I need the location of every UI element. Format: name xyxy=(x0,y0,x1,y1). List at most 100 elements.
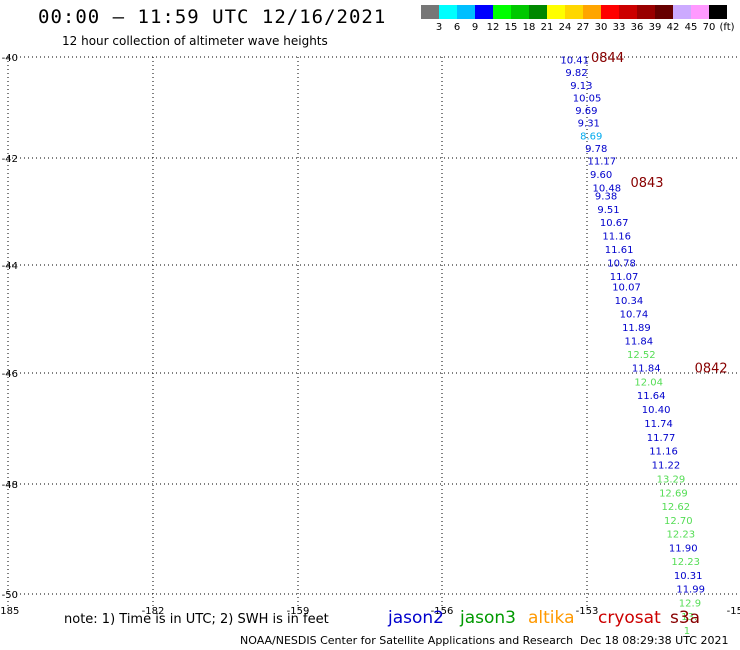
wave-height-label: 12.04 xyxy=(634,377,663,388)
wave-height-label: 11.99 xyxy=(676,585,705,596)
scale-swatch xyxy=(511,5,529,19)
wave-height-label: 11.64 xyxy=(637,391,666,402)
wave-height-label: 10.40 xyxy=(642,405,671,416)
scale-label: 70 xyxy=(702,22,716,33)
wave-height-label: 11.74 xyxy=(644,419,673,430)
wave-height-label: 1 xyxy=(684,626,690,637)
wave-height-label: 10.31 xyxy=(674,571,703,582)
scale-label: 21 xyxy=(540,22,554,33)
scale-swatch xyxy=(601,5,619,19)
wave-height-label: 11.22 xyxy=(652,461,681,472)
wave-height-label: 11.07 xyxy=(610,272,639,283)
wave-height-label: 10.05 xyxy=(573,93,602,104)
wave-height-label: 10.34 xyxy=(615,296,644,307)
scale-label: 33 xyxy=(612,22,626,33)
wave-height-label: 9.60 xyxy=(590,170,612,181)
scale-label: 18 xyxy=(522,22,536,33)
x-tick-label: -153 xyxy=(576,606,599,617)
wave-height-label: 10.41 xyxy=(560,56,589,67)
scale-swatch xyxy=(583,5,601,19)
scale-swatch xyxy=(457,5,475,19)
page-title: 00:00 – 11:59 UTC 12/16/2021 xyxy=(38,6,387,28)
wave-height-label: 11.61 xyxy=(605,245,634,256)
x-tick-label: -156 xyxy=(431,606,454,617)
wave-height-label: 11.16 xyxy=(649,447,678,458)
y-tick-label: -42 xyxy=(2,154,18,165)
x-tick-label: -150 xyxy=(727,606,740,617)
wave-height-label: 12.23 xyxy=(666,530,695,541)
time-label: 0844 xyxy=(591,51,624,66)
wave-height-label: 11.17 xyxy=(588,157,617,168)
wave-height-label: 9.51 xyxy=(597,205,619,216)
wave-height-label: 11.90 xyxy=(669,543,698,554)
scale-swatch xyxy=(565,5,583,19)
legend-cryosat: cryosat xyxy=(598,608,661,628)
wave-height-label: 11.84 xyxy=(625,337,654,348)
wave-height-label: 11.16 xyxy=(602,232,631,243)
wave-height-label: 12.70 xyxy=(664,516,693,527)
wave-height-label: 11.77 xyxy=(647,433,676,444)
legend-altika: altika xyxy=(528,608,575,628)
x-tick-label: -185 xyxy=(0,606,19,617)
scale-label: 45 xyxy=(684,22,698,33)
scale-swatch xyxy=(493,5,511,19)
wave-height-label: 9.82 xyxy=(565,68,587,79)
x-tick-label: -182 xyxy=(142,606,165,617)
scale-swatch xyxy=(709,5,727,19)
wave-height-label: 9.31 xyxy=(578,119,600,130)
legend-jason2: jason2 xyxy=(388,608,444,628)
scale-swatch xyxy=(655,5,673,19)
scale-label: 9 xyxy=(471,22,479,33)
note-text: note: 1) Time is in UTC; 2) SWH is in fe… xyxy=(64,612,329,627)
scale-swatch xyxy=(421,5,439,19)
scale-label: 39 xyxy=(648,22,662,33)
wave-height-label: 8.69 xyxy=(580,131,602,142)
y-tick-label: -46 xyxy=(2,369,18,380)
time-label: 0842 xyxy=(695,362,728,377)
x-tick-label: -159 xyxy=(287,606,310,617)
wave-height-label: 12.69 xyxy=(659,488,688,499)
wave-height-label: 13.29 xyxy=(657,474,686,485)
wave-height-label: 9.69 xyxy=(575,106,597,117)
scale-swatch xyxy=(529,5,547,19)
wave-height-label: 10.67 xyxy=(600,218,629,229)
wave-height-label: 10.74 xyxy=(620,310,649,321)
scale-swatch xyxy=(475,5,493,19)
scale-swatch xyxy=(673,5,691,19)
wave-height-label: 10.07 xyxy=(612,283,641,294)
legend-jason3: jason3 xyxy=(460,608,516,628)
scale-label: 12 xyxy=(486,22,500,33)
scale-label: 3 xyxy=(435,22,443,33)
timestamp-text: Dec 18 08:29:38 UTC 2021 xyxy=(580,634,729,647)
scale-swatch xyxy=(439,5,457,19)
wave-height-label: 9.78 xyxy=(585,144,607,155)
wave-height-label: 12.23 xyxy=(671,557,700,568)
scale-label: 27 xyxy=(576,22,590,33)
y-tick-label: -44 xyxy=(2,261,18,272)
y-tick-label: -48 xyxy=(2,480,18,491)
wave-height-label: 12.62 xyxy=(662,502,691,513)
scale-swatch xyxy=(547,5,565,19)
wave-height-label: 12.9 xyxy=(679,598,701,609)
legend-s3a: s3a xyxy=(670,608,701,628)
scale-label: 24 xyxy=(558,22,572,33)
credit-text: NOAA/NESDIS Center for Satellite Applica… xyxy=(240,634,574,647)
scale-label: 42 xyxy=(666,22,680,33)
scale-swatch xyxy=(691,5,709,19)
scale-label: (ft) xyxy=(719,22,735,33)
y-tick-label: -50 xyxy=(2,590,18,601)
wave-height-label: 11.84 xyxy=(632,364,661,375)
wave-height-label: 11.89 xyxy=(622,323,651,334)
scale-label: 36 xyxy=(630,22,644,33)
y-tick-label: -40 xyxy=(2,53,18,64)
scale-label: 6 xyxy=(453,22,461,33)
wave-height-label: 13. xyxy=(681,612,697,623)
wave-height-label: 12.52 xyxy=(627,350,656,361)
wave-height-label: 10.48 xyxy=(592,183,621,194)
wave-height-label: 10.78 xyxy=(607,258,636,269)
page-subtitle: 12 hour collection of altimeter wave hei… xyxy=(62,34,328,48)
scale-swatch xyxy=(637,5,655,19)
wave-height-label: 9.13 xyxy=(570,81,592,92)
wave-height-label: 9.38 xyxy=(595,191,617,202)
